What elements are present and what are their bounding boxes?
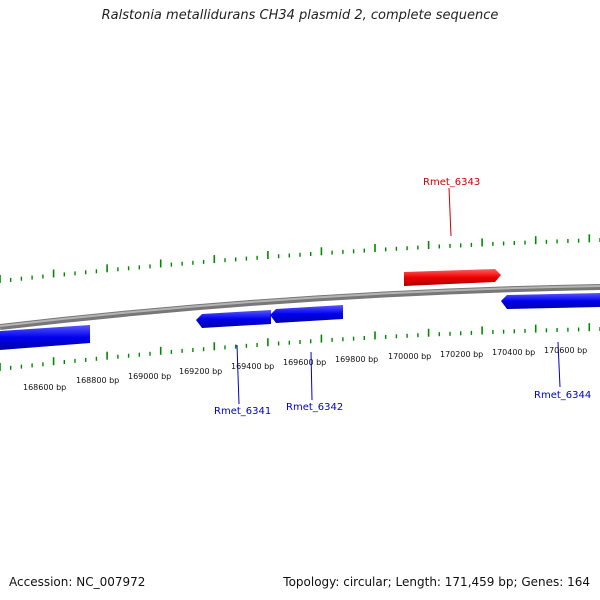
- scale-label: 169000 bp: [128, 372, 171, 381]
- gene-label-rmet-6343[interactable]: Rmet_6343: [423, 177, 480, 188]
- scale-label: 170000 bp: [388, 352, 431, 361]
- lower-ticks: [0, 323, 600, 371]
- label-line-rmet-6343: [448, 187, 452, 237]
- topology-text: Topology: circular; Length: 171,459 bp; …: [283, 575, 590, 589]
- scale-label: 170200 bp: [440, 350, 483, 359]
- gene-feature-rmet-6342[interactable]: [270, 305, 343, 323]
- scale-label: 169200 bp: [179, 367, 222, 376]
- gene-feature-left[interactable]: [0, 325, 90, 350]
- backbone-outer: [0, 284, 600, 330]
- gene-feature-rmet-6343[interactable]: [404, 269, 501, 286]
- scale-label: 168600 bp: [23, 383, 66, 392]
- gene-feature-rmet-6344[interactable]: [501, 293, 600, 309]
- scale-label: 170400 bp: [492, 348, 535, 357]
- scale-label: 168800 bp: [76, 376, 119, 385]
- gene-label-rmet-6342[interactable]: Rmet_6342: [286, 402, 343, 413]
- scale-label: 170600 bp: [544, 346, 587, 355]
- scale-label: 169600 bp: [283, 358, 326, 367]
- scale-label: 169400 bp: [231, 362, 274, 371]
- map-title: Ralstonia metallidurans CH34 plasmid 2, …: [101, 8, 499, 23]
- upper-ticks: [0, 234, 600, 283]
- backbone-inner: [0, 285, 600, 327]
- gene-feature-rmet-6341[interactable]: [196, 310, 271, 328]
- label-line-rmet-6344: [557, 341, 561, 388]
- gene-label-rmet-6344[interactable]: Rmet_6344: [534, 390, 591, 401]
- label-line-rmet-6342: [310, 351, 313, 401]
- label-line-rmet-6341: [236, 344, 240, 405]
- scale-label: 169800 bp: [335, 355, 378, 364]
- accession-text: Accession: NC_007972: [9, 575, 146, 589]
- gene-label-rmet-6341[interactable]: Rmet_6341: [214, 406, 271, 417]
